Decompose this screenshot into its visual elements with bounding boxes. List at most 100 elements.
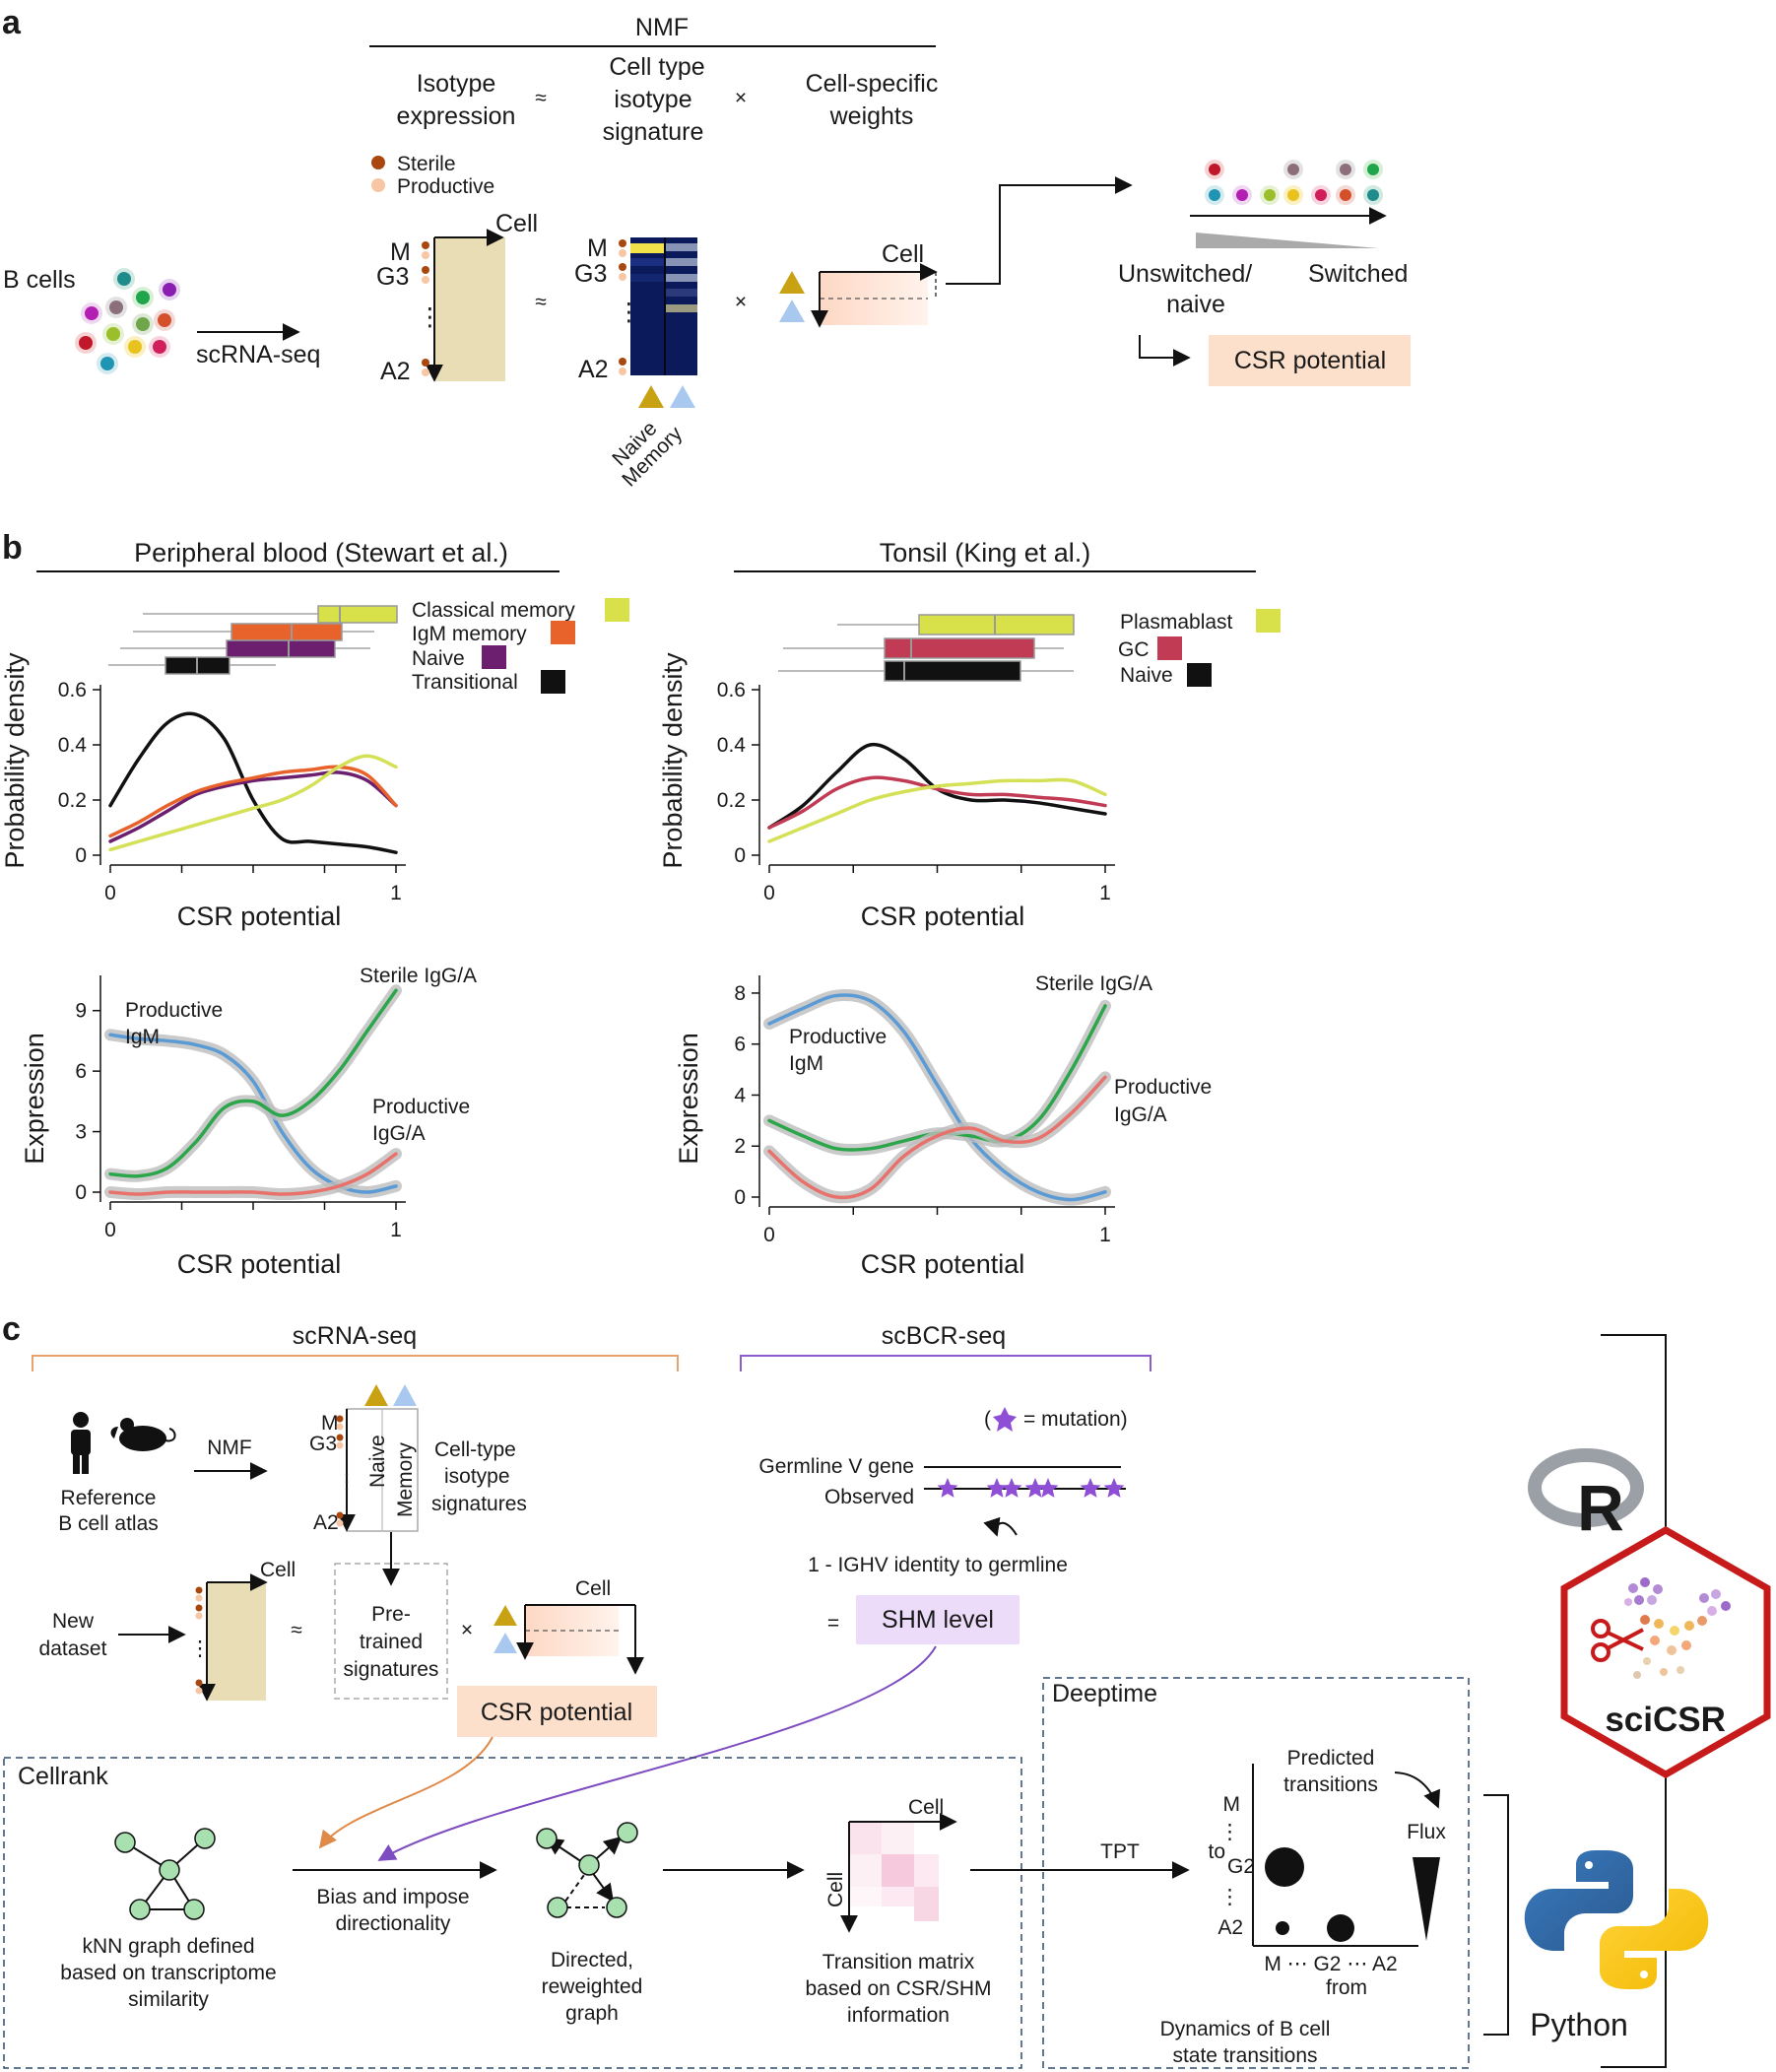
ref-atlas-2: B cell atlas (58, 1512, 159, 1535)
legend-classical-memory: Classical memory (412, 599, 575, 622)
dt-m: M (1223, 1793, 1241, 1816)
weights-line1: Cell-specific (806, 70, 939, 98)
matrix-cell-label: Cell (495, 210, 538, 237)
weights-c-cell: Cell (575, 1577, 611, 1600)
right-prod-igga-2: IgG/A (1114, 1103, 1167, 1126)
y-tick-label: 0.6 (58, 679, 87, 702)
deeptime-box (1042, 1677, 1470, 2069)
shm-to-cellrank-arrow (377, 1645, 937, 1861)
directed-2: reweighted (542, 1975, 643, 1998)
scicsr-logo: sci CSR (1560, 1525, 1771, 1779)
observed-label: Observed (824, 1486, 914, 1508)
mutation-stars (937, 1478, 1125, 1498)
isotype-matrix (434, 237, 505, 381)
mouse-icon (110, 1418, 176, 1451)
y-tick-label: 4 (734, 1084, 746, 1106)
ylabel-expr-left: Expression (20, 1033, 49, 1165)
scbcr-bracket (740, 1355, 1151, 1371)
expression-chart-left: 0 1 0 3 6 9 (75, 975, 406, 1241)
series-line-productive-igm (767, 993, 1107, 1202)
panel-c-letter: c (2, 1310, 21, 1348)
ct-sig-2: isotype (444, 1465, 510, 1488)
right-boxplots (778, 614, 1075, 682)
panel-a: a NMF Isotype expression ≈ Cell type iso… (2, 4, 1411, 492)
panel-c: c scRNA-seq scBCR-seq Reference B cell a… (2, 1310, 1771, 2069)
y-tick-label: 6 (75, 1060, 87, 1083)
approx-sign: ≈ (535, 87, 547, 109)
person-icon (71, 1412, 91, 1474)
dt-a2: A2 (1217, 1916, 1243, 1939)
panel-b: b Peripheral blood (Stewart et al.) Tons… (0, 529, 1281, 1279)
tm-cell-side: Cell (824, 1872, 847, 1907)
predicted-1: Predicted (1287, 1747, 1375, 1770)
productive-dot (371, 178, 385, 192)
y-tick-label: 0 (75, 1181, 87, 1204)
productive-label: Productive (397, 175, 494, 198)
right-legend: Plasmablast GC Naive (1118, 609, 1281, 687)
series-line-gc (767, 775, 1107, 830)
weights-naive-tri (779, 271, 805, 294)
sig-row-g3: G3 (574, 260, 607, 288)
series-line-plasmablast (767, 777, 1107, 843)
times-c: × (461, 1619, 473, 1641)
scissors-icon (1591, 1619, 1644, 1662)
mutation-star-icon (993, 1407, 1017, 1432)
ordered-cells (1205, 160, 1383, 205)
weights-line2: weights (829, 102, 914, 130)
left-prod-igga-2: IgG/A (372, 1122, 426, 1145)
nd-vdots: ⋮ (190, 1638, 211, 1660)
row-m: M (390, 238, 411, 266)
sterile-label: Sterile (397, 153, 456, 175)
ct-sig-1: Cell-type (434, 1438, 516, 1461)
y-tick-label: 0 (734, 844, 746, 867)
scrna-bracket (32, 1355, 679, 1371)
csr-potential-box-c (457, 1686, 657, 1737)
sig-row-a2: A2 (578, 356, 609, 383)
flux-dot-medium (1327, 1914, 1354, 1942)
germline-label: Germline V gene (758, 1455, 914, 1478)
python-logo: Python (1524, 1850, 1709, 2042)
y-tick-label: 0.2 (58, 789, 87, 812)
xlabel-density-left: CSR potential (177, 902, 342, 931)
mutation-star (1103, 1478, 1125, 1498)
transition-matrix (840, 1813, 957, 1933)
right-title: Tonsil (King et al.) (880, 538, 1091, 568)
ighv-label: 1 - IGHV identity to germline (808, 1554, 1068, 1576)
naive-triangle (638, 385, 664, 408)
density-chart-right: 0 1 0 0.2 0.4 0.6 (717, 679, 1115, 904)
left-prod-igm-2: IgM (125, 1026, 160, 1048)
signature-heatmap (630, 237, 697, 375)
dt-vdots-1: ⋮ (1219, 1821, 1240, 1843)
tm-cell-top: Cell (908, 1796, 944, 1819)
flux-label: Flux (1407, 1821, 1446, 1843)
series-line-igm-memory (108, 765, 398, 838)
unswitched-line2: naive (1166, 291, 1225, 318)
naive-tri-c (364, 1384, 388, 1406)
pretrained-2: trained (360, 1631, 423, 1653)
xlabel-density-right: CSR potential (861, 902, 1025, 931)
scicsr-dots (1624, 1577, 1731, 1679)
dt-vdots-2: ⋮ (1219, 1886, 1240, 1908)
weights-memory-tri (779, 300, 805, 322)
new-dataset-2: dataset (39, 1638, 107, 1660)
sig-row-m: M (587, 234, 608, 262)
right-sterile: Sterile IgG/A (1035, 972, 1152, 995)
expression-chart-right: 0 1 0 2 4 6 8 (734, 975, 1115, 1246)
nd-cell-label: Cell (260, 1559, 296, 1581)
x-tick-label: 0 (104, 882, 116, 904)
equals-sign: = (827, 1612, 839, 1635)
bcells-label: B cells (3, 266, 76, 294)
left-title: Peripheral blood (Stewart et al.) (134, 538, 508, 568)
row-g3: G3 (376, 263, 409, 291)
pretrained-3: signatures (344, 1658, 439, 1681)
knn-2: based on transcriptome (60, 1962, 276, 1984)
left-legend: Classical memory IgM memory Naive Transi… (412, 598, 629, 694)
predicted-2: transitions (1283, 1773, 1378, 1796)
mutation-star (1001, 1478, 1022, 1498)
pretrained-1: Pre- (371, 1603, 411, 1626)
memory-vertical: Memory (394, 1442, 417, 1517)
deeptime-label: Deeptime (1052, 1680, 1157, 1707)
xlabel-expr-right: CSR potential (861, 1249, 1025, 1279)
x-tick-label: 0 (763, 882, 775, 904)
csr-potential-c: CSR potential (481, 1699, 632, 1726)
